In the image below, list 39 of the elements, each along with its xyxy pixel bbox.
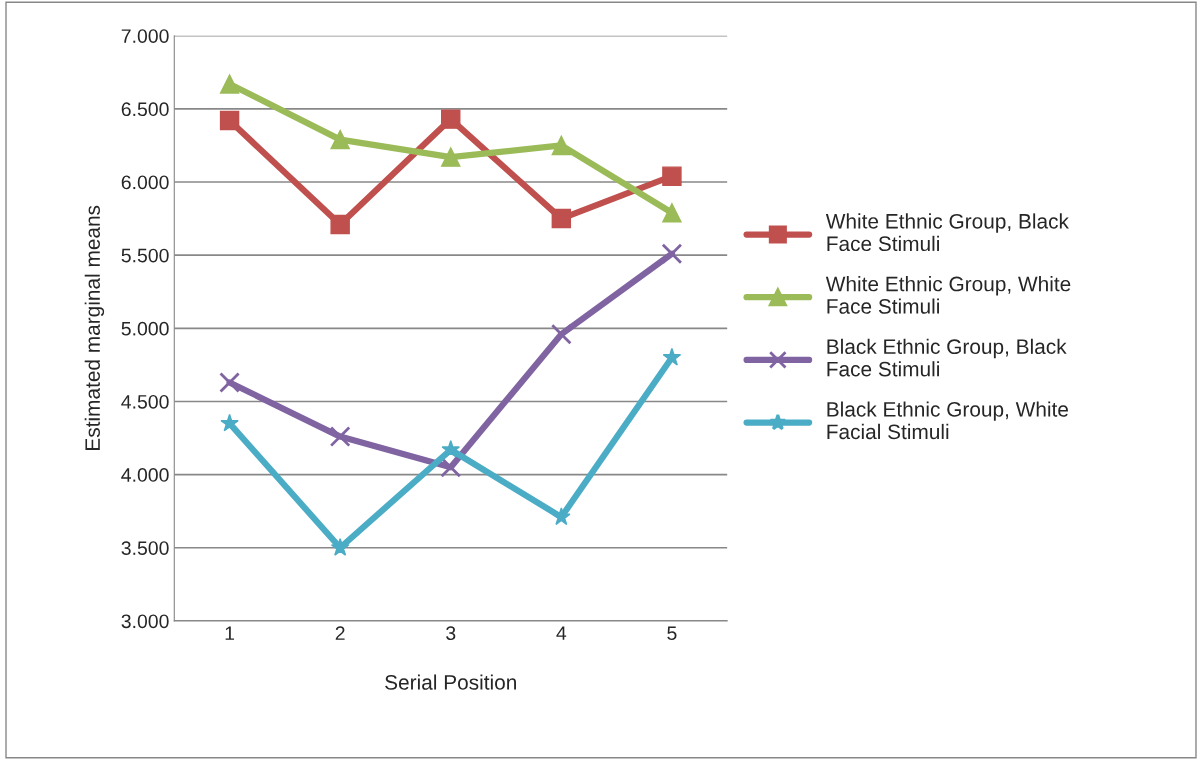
legend-label: Black Ethnic Group, White Facial Stimuli xyxy=(827,401,1068,440)
y-tick-label: 6.500 xyxy=(121,102,169,117)
point xyxy=(219,74,240,94)
point xyxy=(219,372,240,393)
point xyxy=(329,426,351,447)
point xyxy=(441,440,461,458)
x-tick-label: 1 xyxy=(225,626,235,640)
point xyxy=(551,135,572,156)
y-tick-label: 5.000 xyxy=(121,321,169,336)
y-tick-label: 6.000 xyxy=(121,175,169,190)
point xyxy=(551,208,572,229)
x-axis-title: Serial Position xyxy=(385,674,516,690)
point xyxy=(662,166,682,186)
y-tick-label: 3.000 xyxy=(121,614,169,629)
point xyxy=(330,214,350,235)
point xyxy=(219,110,240,131)
legend-label: Black Ethnic Group, Black Face Stimuli xyxy=(827,338,1067,377)
y-tick-label: 5.500 xyxy=(121,248,169,263)
point xyxy=(662,203,682,223)
point xyxy=(661,243,683,265)
x-tick-label: 3 xyxy=(446,626,456,641)
x-tick-label: 2 xyxy=(335,626,345,640)
y-axis-title: Estimated marginal means xyxy=(84,205,105,450)
point xyxy=(441,147,461,167)
point xyxy=(220,413,239,432)
point xyxy=(330,129,350,150)
point xyxy=(330,538,350,556)
point xyxy=(552,507,571,526)
y-tick-label: 4.500 xyxy=(121,394,169,409)
legend-label: White Ethnic Group, Black Face Stimuli xyxy=(825,213,1069,252)
y-tick-label: 7.000 xyxy=(121,29,169,43)
point xyxy=(662,347,682,366)
point xyxy=(550,323,572,345)
legend-label: White Ethnic Group, White Face Stimuli xyxy=(825,276,1071,314)
y-tick-label: 4.000 xyxy=(121,468,169,482)
y-tick-label: 3.500 xyxy=(121,541,169,556)
point xyxy=(441,109,461,129)
x-tick-label: 4 xyxy=(556,626,567,640)
x-tick-label: 5 xyxy=(667,626,677,641)
